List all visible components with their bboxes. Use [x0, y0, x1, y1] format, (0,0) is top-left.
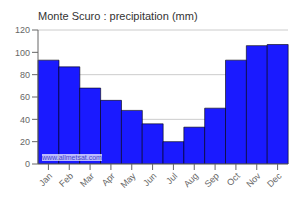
svg-text:Dec: Dec: [265, 171, 284, 190]
svg-text:40: 40: [20, 115, 30, 125]
svg-text:Oct: Oct: [225, 171, 242, 188]
svg-text:100: 100: [15, 48, 30, 58]
svg-text:60: 60: [20, 92, 30, 102]
svg-text:Jan: Jan: [37, 171, 54, 188]
html-text:Monte Scuro : precipitation (m: Monte Scuro : precipitation (mm): [38, 10, 198, 22]
html-text:www.allmetsat.com: www.allmetsat.com: [42, 154, 102, 161]
svg-text:Apr: Apr: [100, 171, 117, 188]
svg-text:May: May: [119, 171, 138, 190]
svg-text:120: 120: [15, 25, 30, 35]
svg-text:80: 80: [20, 70, 30, 80]
svg-text:Mar: Mar: [78, 171, 96, 189]
svg-text:Aug: Aug: [182, 171, 200, 189]
svg-text:Nov: Nov: [244, 171, 263, 190]
svg-text:Jun: Jun: [141, 171, 158, 188]
svg-text:Feb: Feb: [57, 171, 75, 189]
svg-text:Jul: Jul: [164, 171, 179, 186]
svg-text:Sep: Sep: [203, 171, 221, 189]
svg-text:20: 20: [20, 137, 30, 147]
svg-text:0: 0: [25, 159, 30, 169]
